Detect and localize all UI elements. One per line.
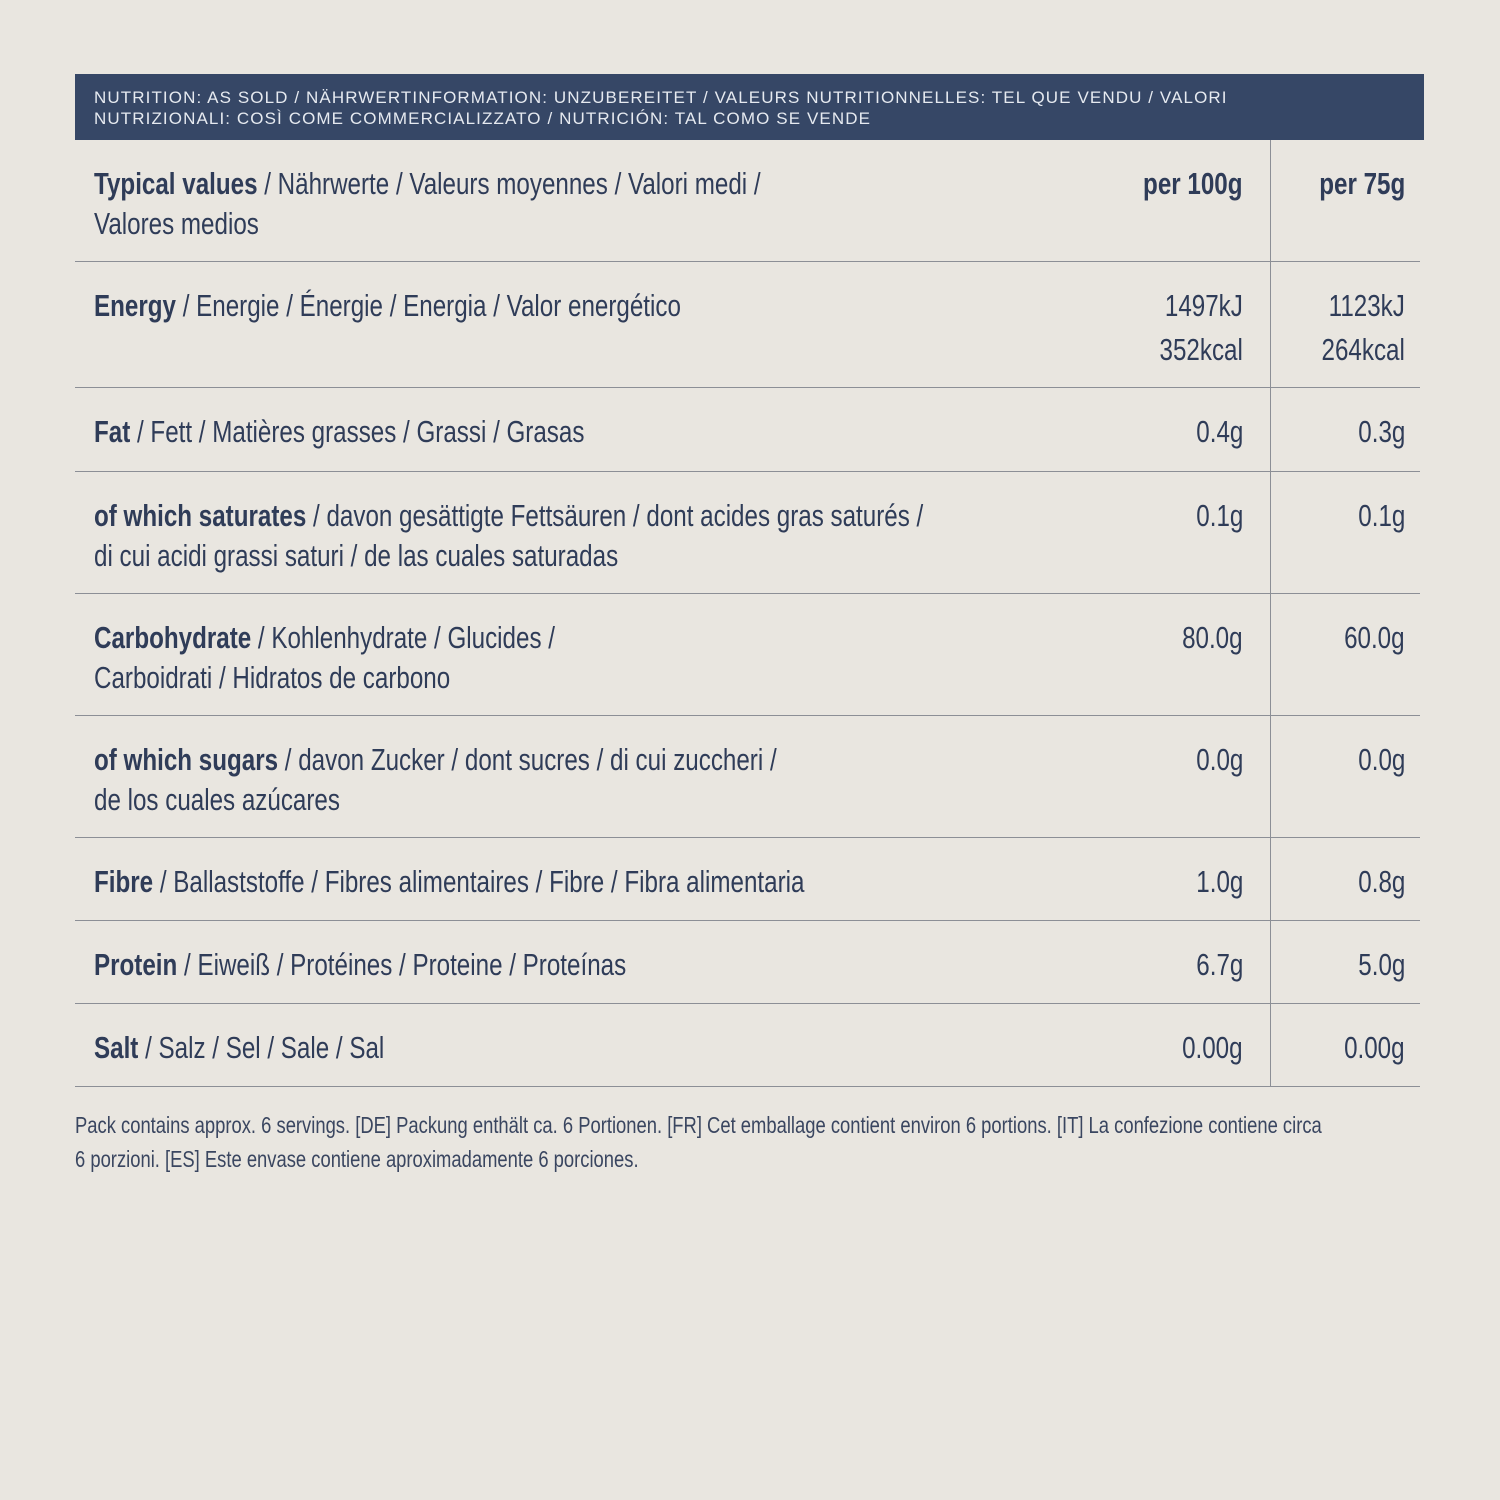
nutrient-name-translations: / davon gesättigte Fettsäuren / dont aci… [306,498,924,533]
nutrient-name-line2: Carboidrati / Hidratos de carbono [94,660,451,695]
value-per-100g: 80.0g [1182,620,1243,655]
nutrient-name-translations: / Eiweiß / Protéines / Proteine / Proteí… [177,947,627,982]
table-row-protein: Protein / Eiweiß / Protéines / Proteine … [75,921,1420,1004]
value-per-100g: 1.0g [1195,864,1243,899]
nutrient-name-translations: / davon Zucker / dont sucres / di cui zu… [278,742,777,777]
nutrient-label: of which saturates / davon gesättigte Fe… [94,496,1157,576]
value-per-100g: 0.00g [1182,1030,1243,1065]
column-divider [1270,140,1271,261]
table-row-energy: Energy / Energie / Énergie / Energia / V… [75,262,1420,388]
column-divider [1270,388,1271,471]
nutrient-label: Fibre / Ballaststoffe / Fibres alimentai… [94,862,1005,902]
nutrient-label: Salt / Salz / Sel / Sale / Sal [94,1028,466,1068]
value-per-100g: 6.7g [1195,947,1243,982]
header-per-75g: per 75g [1318,166,1405,201]
header-per-100g: per 100g [1143,166,1243,201]
column-divider [1270,1004,1271,1086]
header-label: Typical values / Nährwerte / Valeurs moy… [94,164,949,244]
servings-note-line2: 6 porzioni. [ES] Este envase contiene ap… [75,1146,639,1172]
nutrient-label: of which sugars / davon Zucker / dont su… [94,740,969,820]
nutrition-banner: NUTRITION: AS SOLD / NÄHRWERTINFORMATION… [75,74,1424,140]
column-divider [1270,921,1271,1003]
value-per-75g: 0.3g [1357,414,1405,449]
nutrient-name-translations: / Ballaststoffe / Fibres alimentaires / … [153,864,805,899]
value-per-100g: 1497kJ 352kcal [1159,288,1243,367]
value-per-100g: 0.0g [1195,742,1243,777]
banner-line-2: NUTRIZIONALI: COSÌ COME COMMERCIALIZZATO… [94,109,872,128]
value-per-100g: 0.1g [1195,498,1243,533]
nutrient-name-bold: Fat [94,414,131,449]
nutrient-name-translations: / Fett / Matières grasses / Grassi / Gra… [130,414,585,449]
nutrient-name-bold: Energy [94,288,176,323]
column-divider [1270,472,1271,593]
nutrient-label: Carbohydrate / Kohlenhydrate / Glucides … [94,618,685,698]
servings-note: Pack contains approx. 6 servings. [DE] P… [75,1108,1500,1176]
banner-line-1: NUTRITION: AS SOLD / NÄHRWERTINFORMATION… [94,88,1228,107]
nutrient-name-line2: de los cuales azúcares [94,782,340,817]
nutrition-table: Typical values / Nährwerte / Valeurs moy… [75,140,1420,1087]
nutrient-name-line2: di cui acidi grassi saturi / de las cual… [94,538,619,573]
value-per-75g: 0.0g [1357,742,1405,777]
column-divider [1270,716,1271,837]
table-row-salt: Salt / Salz / Sel / Sale / Sal 0.00g 0.00g [75,1004,1420,1087]
nutrient-name-bold: Fibre [94,864,154,899]
table-row-carbohydrate: Carbohydrate / Kohlenhydrate / Glucides … [75,594,1420,716]
table-row-sugars: of which sugars / davon Zucker / dont su… [75,716,1420,838]
nutrient-name-bold: Carbohydrate [94,620,252,655]
table-header-row: Typical values / Nährwerte / Valeurs moy… [75,140,1420,262]
value-per-75g: 0.8g [1357,864,1405,899]
header-label-line2: Valores medios [94,206,259,241]
nutrient-name-translations: / Salz / Sel / Sale / Sal [138,1030,385,1065]
column-divider [1270,594,1271,715]
nutrient-name-translations: / Energie / Énergie / Energia / Valor en… [175,288,681,323]
nutrient-label: Fat / Fett / Matières grasses / Grassi /… [94,412,723,452]
table-row-fat: Fat / Fett / Matières grasses / Grassi /… [75,388,1420,472]
value-per-75g: 0.00g [1344,1030,1405,1065]
value-per-75g: 5.0g [1357,947,1405,982]
nutrient-label: Energy / Energie / Énergie / Energia / V… [94,286,846,326]
value-per-100g: 0.4g [1195,414,1243,449]
header-label-bold: Typical values [94,166,258,201]
nutrient-name-translations: / Kohlenhydrate / Glucides / [251,620,555,655]
value-per-75g: 0.1g [1357,498,1405,533]
value-per-75g: 60.0g [1344,620,1405,655]
nutrient-name-bold: Salt [94,1030,139,1065]
nutrient-name-bold: of which saturates [94,498,307,533]
table-row-fibre: Fibre / Ballaststoffe / Fibres alimentai… [75,838,1420,921]
column-divider [1270,262,1271,387]
value-per-75g: 1123kJ 264kcal [1321,288,1405,367]
nutrient-name-bold: of which sugars [94,742,279,777]
table-row-saturates: of which saturates / davon gesättigte Fe… [75,472,1420,594]
header-label-rest: / Nährwerte / Valeurs moyennes / Valori … [257,166,761,201]
servings-note-line1: Pack contains approx. 6 servings. [DE] P… [75,1112,1322,1138]
nutrient-name-bold: Protein [94,947,178,982]
column-divider [1270,838,1271,920]
nutrient-label: Protein / Eiweiß / Protéines / Proteine … [94,945,776,985]
